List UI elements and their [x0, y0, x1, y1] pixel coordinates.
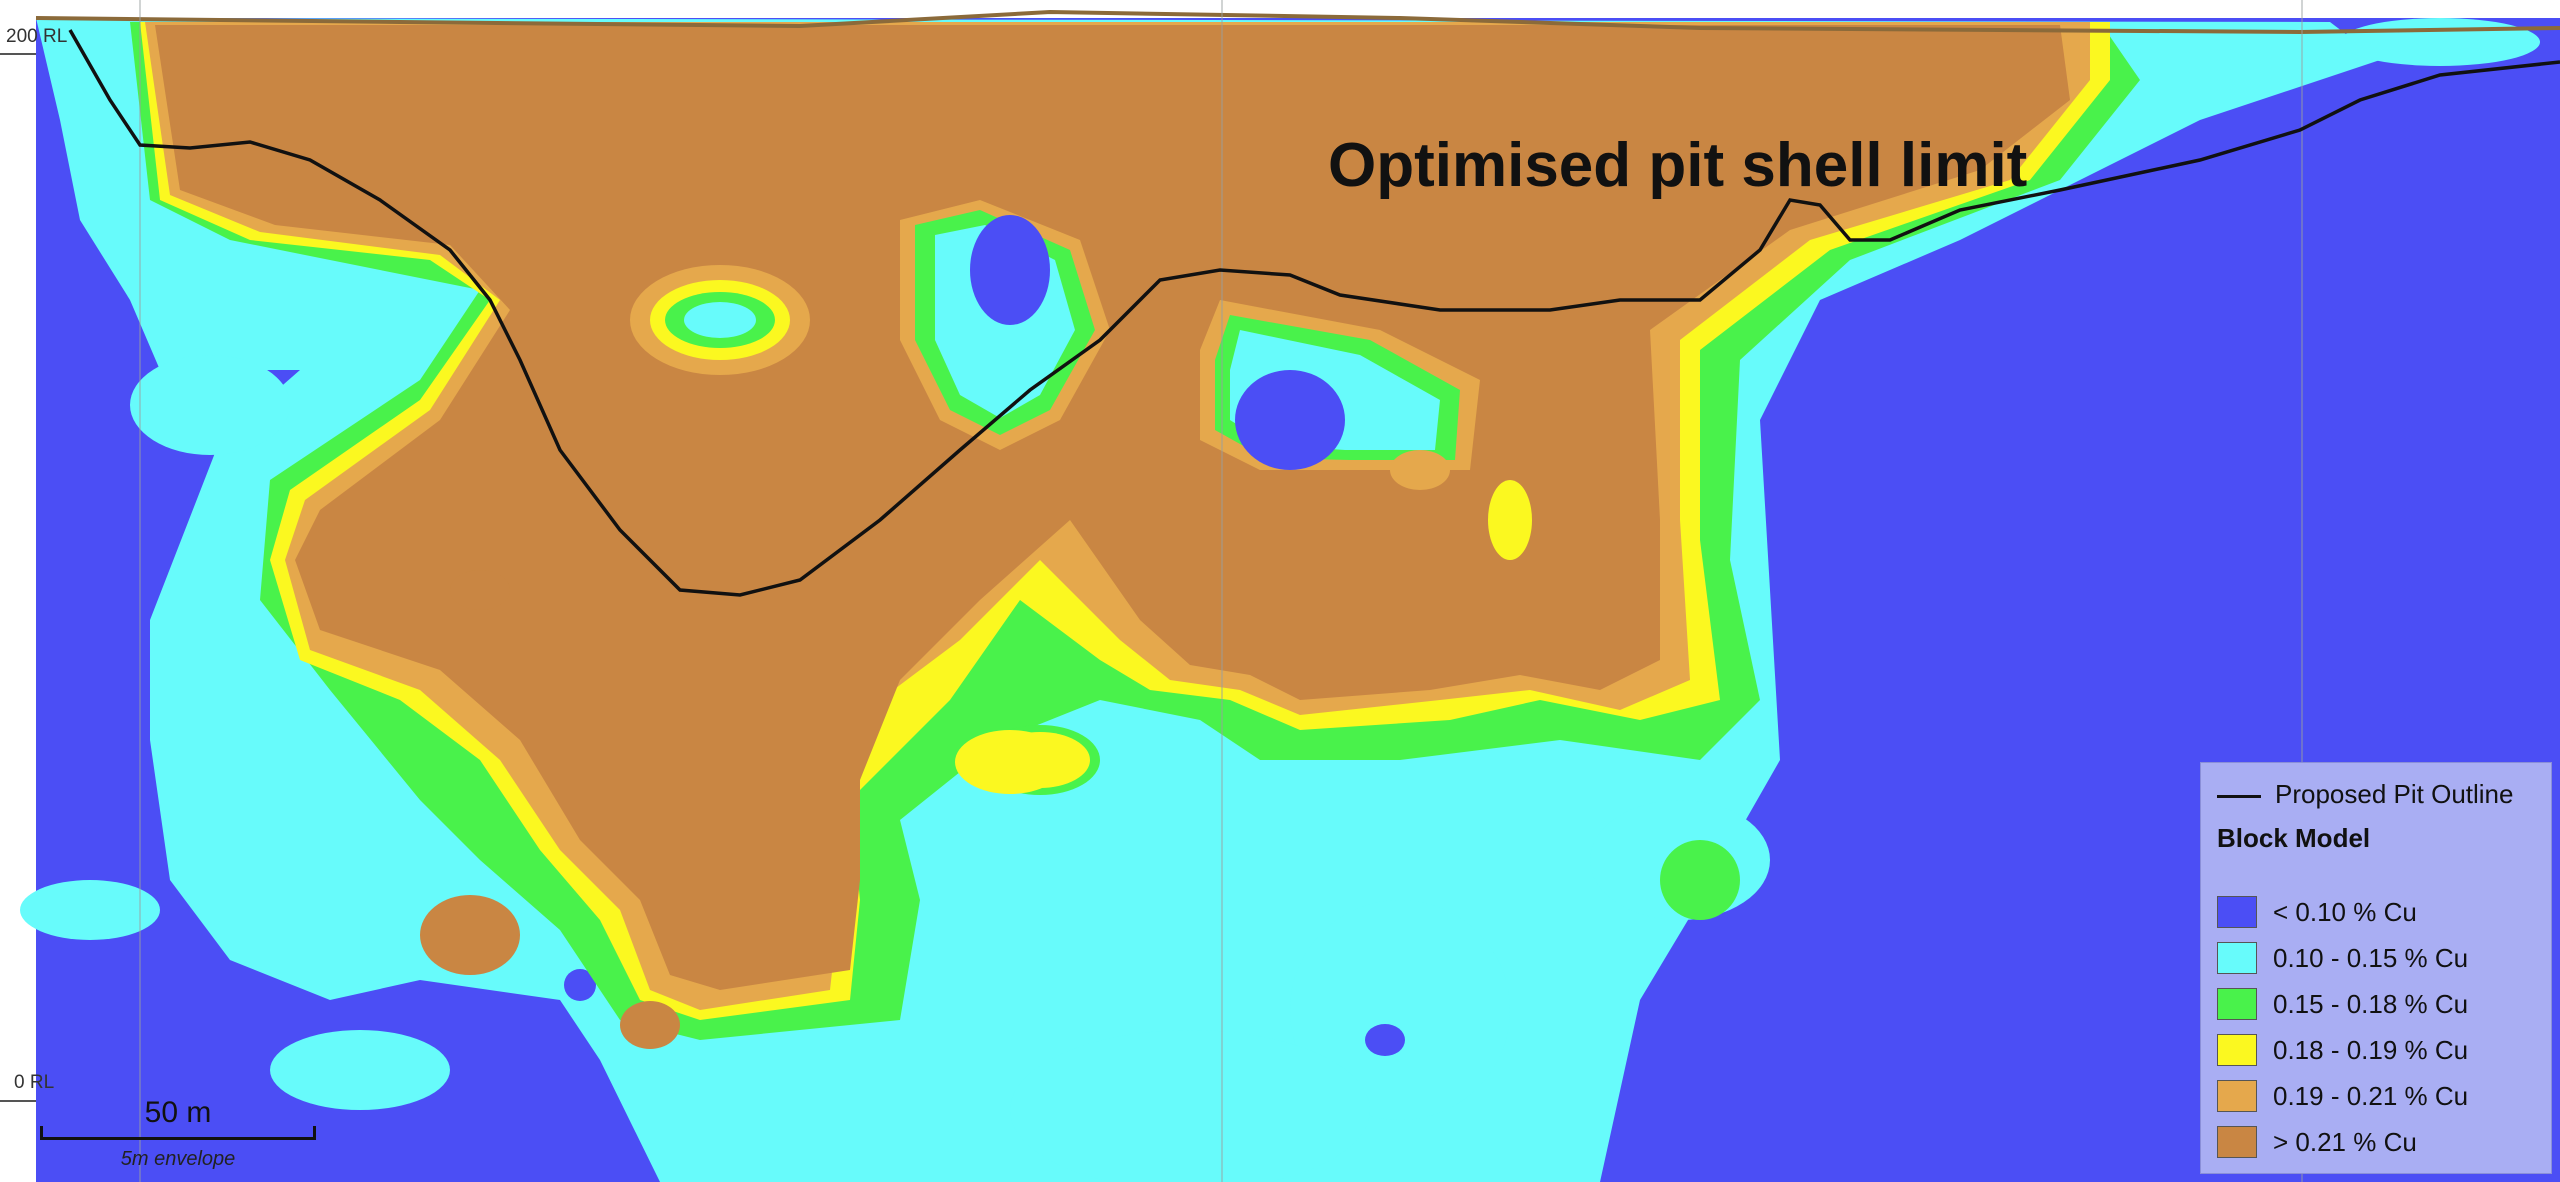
legend-item-label: 0.18 - 0.19 % Cu: [2273, 1034, 2469, 1065]
legend-item: > 0.21 % Cu: [2217, 1119, 2468, 1165]
scale-bar-line: [40, 1126, 316, 1140]
legend-item-label: < 0.10 % Cu: [2273, 896, 2417, 927]
legend-item: 0.10 - 0.15 % Cu: [2217, 935, 2468, 981]
legend-item-label: 0.10 - 0.15 % Cu: [2273, 942, 2469, 973]
scale-note: 5m envelope: [120, 1148, 236, 1170]
proposed-pit-outline: [68, 29, 2560, 597]
legend-pit-outline: Proposed Pit Outline: [2217, 779, 2513, 810]
legend-item: 0.19 - 0.21 % Cu: [2217, 1073, 2468, 1119]
scale-bar: 50 m 5m envelope: [40, 1096, 320, 1170]
legend-swatch: [2217, 1080, 2257, 1112]
legend-swatch: [2217, 1034, 2257, 1066]
scale-distance: 50 m: [144, 1096, 212, 1129]
rl-label-200: 200 RL: [6, 26, 68, 47]
legend-item: 0.18 - 0.19 % Cu: [2217, 1027, 2468, 1073]
legend-swatch: [2217, 896, 2257, 928]
legend-swatch: [2217, 1126, 2257, 1158]
legend-item: 0.15 - 0.18 % Cu: [2217, 981, 2468, 1027]
legend-item-label: 0.19 - 0.21 % Cu: [2273, 1080, 2469, 1111]
pit-shell-label: Optimised pit shell limit: [1328, 131, 2028, 200]
legend-swatch: [2217, 942, 2257, 974]
rl-label-0: 0 RL: [14, 1072, 55, 1093]
legend-item-label: > 0.21 % Cu: [2273, 1126, 2417, 1157]
legend-title: Block Model: [2217, 823, 2371, 853]
legend-swatch: [2217, 988, 2257, 1020]
legend-item: < 0.10 % Cu: [2217, 889, 2468, 935]
grade-gt-0-21: [155, 25, 2070, 1049]
legend-line-label: Proposed Pit Outline: [2275, 779, 2514, 809]
legend: Proposed Pit Outline Block Model < 0.10 …: [2200, 762, 2552, 1174]
grade-inner-holes: [630, 200, 1532, 788]
legend-line-swatch: [2217, 794, 2261, 798]
legend-item-label: 0.15 - 0.18 % Cu: [2273, 988, 2469, 1019]
legend-items: < 0.10 % Cu 0.10 - 0.15 % Cu 0.15 - 0.18…: [2217, 889, 2468, 1165]
topography-line: [35, 9, 2560, 35]
